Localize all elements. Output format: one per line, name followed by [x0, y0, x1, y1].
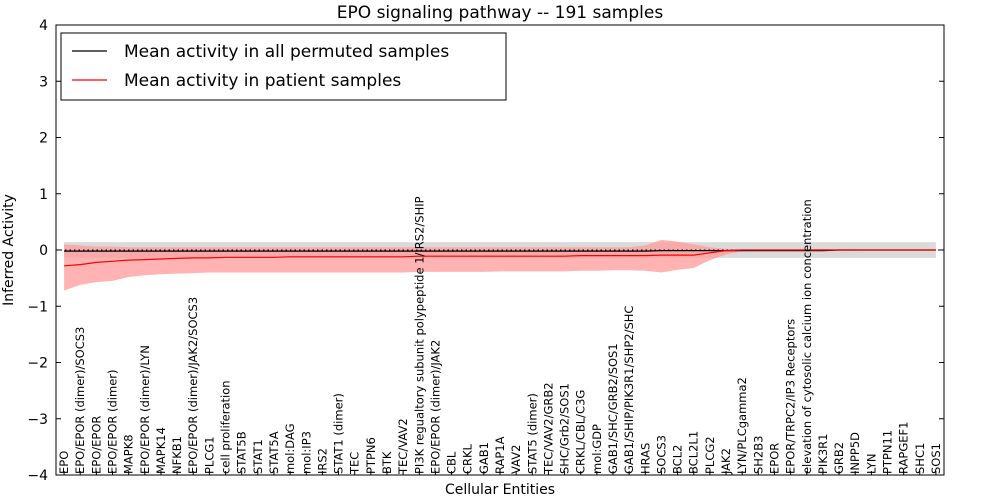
x-tick-label: TEC — [348, 452, 362, 475]
line-patient — [64, 249, 936, 267]
plot-frame — [55, 24, 945, 476]
x-tick-label: LYN/PLCgamma2 — [735, 377, 749, 474]
x-tick-label: GAB1/SHC/GRB2/SOS1 — [606, 343, 620, 474]
x-tick-label: EPO/EPOR — [89, 416, 103, 474]
x-tick-label: STAT1 (dimer) — [332, 393, 346, 474]
x-tick-label: STAT5B — [235, 431, 249, 474]
x-tick-label: EPO/EPOR (dimer)/LYN — [138, 345, 152, 474]
category-labels: EPO EPO/EPOR (dimer)/SOCS3 EPO/EPOR EPO/EPO… — [57, 196, 943, 475]
x-tick-label: STAT5 (dimer) — [525, 393, 539, 474]
x-tick-label: EPOR/TRPC2/IP3 Receptors — [784, 319, 798, 474]
y-axis-label: Inferred Activity — [1, 194, 17, 306]
x-tick-label: CRKL/CBL/C3G — [574, 390, 588, 474]
legend: Mean activity in all permuted samples Me… — [60, 32, 507, 101]
x-tick-label: INPP5D — [848, 432, 862, 474]
band-patient — [64, 239, 936, 291]
x-tick-label: EPO/EPOR (dimer)/SOCS3 — [73, 327, 87, 474]
x-tick-label: mol:IP3 — [299, 431, 313, 474]
confidence-bands — [64, 239, 936, 291]
x-tick-label: SOCS3 — [654, 435, 668, 474]
legend-label-patient: Mean activity in patient samples — [124, 71, 401, 91]
x-tick-label: HRAS — [638, 443, 652, 474]
x-tick-label: GAB1 — [477, 442, 491, 474]
x-tick-label: PLCG1 — [202, 436, 216, 474]
x-axis-label: Cellular Entities — [445, 482, 555, 498]
x-tick-label: SHC/Grb2/SOS1 — [558, 383, 572, 474]
x-tick-label: MAPK8 — [122, 434, 136, 474]
x-tick-label: GRB2 — [832, 442, 846, 474]
chart-title: EPO signaling pathway -- 191 samples — [337, 3, 664, 23]
x-tick-label: TEC/VAV2 — [396, 418, 410, 475]
x-tick-label: PLCG2 — [703, 436, 717, 474]
x-tick-label: SH2B3 — [751, 436, 765, 474]
y-tick-label: 2 — [39, 131, 48, 147]
x-tick-label: PI3K regualtory subunit polypeptide 1/IR… — [412, 196, 426, 474]
x-tick-label: JAK2 — [719, 448, 733, 475]
x-tick-label: SOS1 — [929, 443, 943, 474]
y-tick-label: −2 — [27, 356, 48, 372]
y-tick-label: 1 — [39, 187, 48, 203]
x-tick-label: RAPGEF1 — [897, 422, 911, 474]
x-tick-label: EPO/EPOR (dimer)/JAK2 — [428, 340, 442, 474]
series-lines — [56, 249, 944, 267]
x-tick-label: CBL — [445, 451, 459, 474]
x-tick-label: LYN — [864, 453, 878, 474]
axis-ticks: −4 −3 −2 −1 0 1 2 3 4 — [27, 18, 944, 484]
x-tick-label: RAP1A — [493, 436, 507, 474]
x-tick-label: PTPN11 — [880, 430, 894, 474]
x-tick-label: elevation of cytosolic calcium ion conce… — [800, 199, 814, 474]
x-tick-label: STAT5A — [267, 431, 281, 474]
legend-label-permuted: Mean activity in all permuted samples — [124, 42, 449, 62]
x-tick-label: PIK3R1 — [816, 434, 830, 475]
y-tick-label: −4 — [27, 468, 48, 484]
y-tick-label: −3 — [27, 412, 48, 428]
x-tick-label: EPO/EPOR (dimer)/JAK2/SOCS3 — [186, 297, 200, 474]
x-tick-label: STAT1 — [251, 439, 265, 474]
x-tick-label: EPOR — [767, 443, 781, 474]
x-tick-label: IRS2 — [315, 448, 329, 474]
x-tick-label: VAV2 — [509, 445, 523, 474]
legend-box — [60, 32, 507, 101]
x-tick-label: BTK — [380, 451, 394, 474]
x-tick-label: EPO/EPOR (dimer) — [106, 370, 120, 475]
x-tick-label: GAB1/SHIP/PIK3R1/SHP2/SHC — [622, 306, 636, 474]
y-tick-label: 3 — [39, 74, 48, 90]
x-tick-label: EPO — [57, 451, 71, 474]
x-tick-label: BCL2 — [671, 445, 685, 474]
y-tick-label: 4 — [39, 18, 48, 34]
y-tick-label: 0 — [39, 243, 48, 259]
x-tick-label: mol:GDP — [590, 424, 604, 474]
x-tick-label: PTPN6 — [364, 437, 378, 474]
x-tick-label: mol:DAG — [283, 423, 297, 474]
x-tick-label: MAPK14 — [154, 427, 168, 474]
y-tick-label: −1 — [27, 299, 48, 315]
x-tick-label: SHC1 — [913, 443, 927, 474]
x-tick-label: cell proliferation — [219, 380, 233, 474]
x-tick-label: BCL2L1 — [687, 431, 701, 474]
x-tick-label: CRKL — [461, 443, 475, 474]
x-tick-label: NFKB1 — [170, 436, 184, 474]
x-tick-label: TEC/VAV2/GRB2 — [541, 382, 555, 475]
